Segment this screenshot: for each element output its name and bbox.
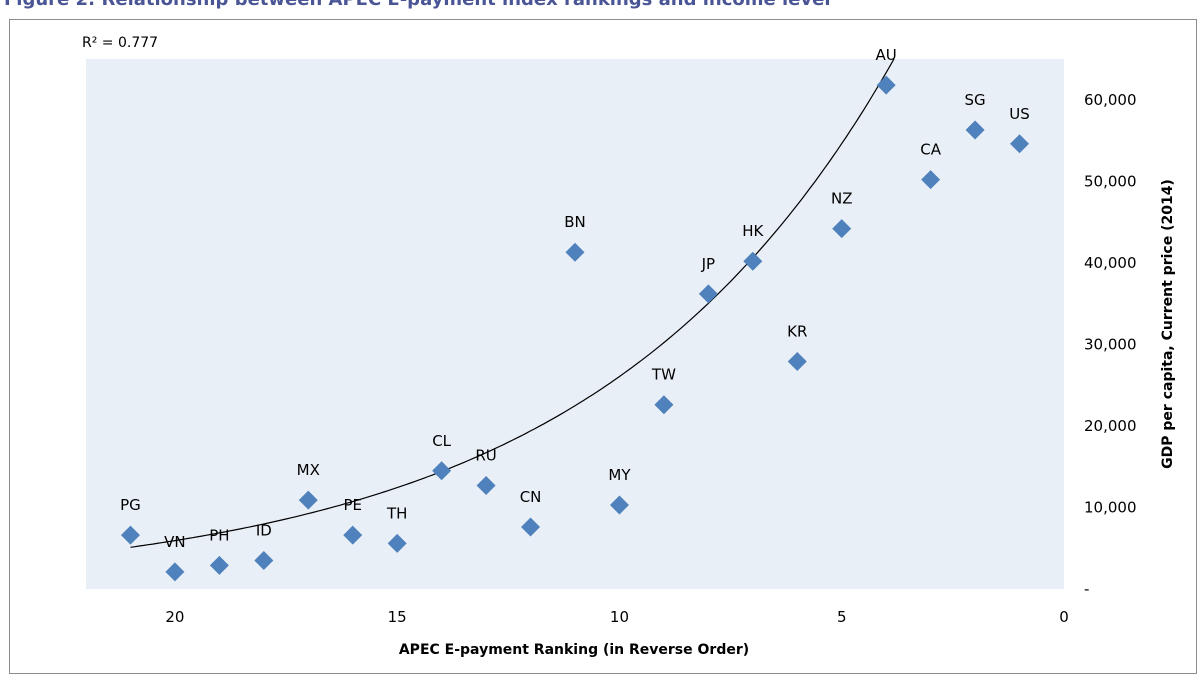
point-label-sg: SG (965, 91, 986, 109)
plot-area (86, 59, 1064, 589)
x-tick-label: 10 (610, 608, 629, 626)
r-squared-label: R² = 0.777 (82, 35, 158, 51)
point-label-id: ID (256, 521, 272, 539)
y-tick-label: 40,000 (1084, 254, 1137, 272)
y-axis-title: GDP per capita, Current price (2014) (1160, 179, 1176, 469)
x-axis-title: APEC E-payment Ranking (in Reverse Order… (399, 642, 749, 658)
point-label-th: TH (386, 504, 407, 522)
point-label-pg: PG (120, 496, 141, 514)
y-tick-label: - (1084, 580, 1089, 598)
point-label-nz: NZ (831, 190, 853, 208)
x-tick-label: 15 (388, 608, 407, 626)
point-label-pe: PE (343, 496, 362, 514)
y-tick-label: 10,000 (1084, 498, 1137, 516)
point-label-ru: RU (475, 446, 496, 464)
point-label-mx: MX (297, 461, 320, 479)
point-label-cn: CN (520, 488, 542, 506)
point-label-ph: PH (209, 526, 229, 544)
x-tick-label: 5 (837, 608, 847, 626)
point-label-jp: JP (701, 255, 715, 273)
point-label-tw: TW (651, 366, 676, 384)
y-tick-label: 20,000 (1084, 417, 1137, 435)
point-label-kr: KR (787, 323, 807, 341)
x-tick-label: 20 (165, 608, 184, 626)
point-label-my: MY (608, 466, 631, 484)
point-label-hk: HK (742, 222, 764, 240)
x-tick-label: 0 (1059, 608, 1069, 626)
point-label-vn: VN (164, 533, 185, 551)
point-label-au: AU (876, 46, 897, 64)
y-tick-label: 30,000 (1084, 335, 1137, 353)
y-tick-label: 60,000 (1084, 91, 1137, 109)
point-label-bn: BN (564, 213, 586, 231)
point-label-us: US (1009, 105, 1030, 123)
point-label-cl: CL (432, 432, 451, 450)
point-label-ca: CA (920, 141, 941, 159)
y-tick-label: 50,000 (1084, 172, 1137, 190)
